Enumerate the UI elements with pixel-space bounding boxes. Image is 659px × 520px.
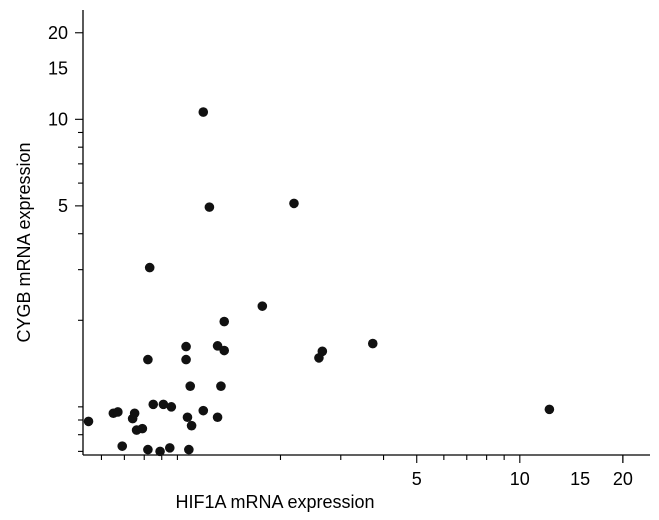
scatter-point	[117, 441, 128, 451]
y-tick-label: 15	[48, 59, 68, 79]
x-ticks	[100, 455, 624, 463]
scatter-point	[367, 338, 378, 349]
scatter-point	[164, 443, 175, 453]
scatter-point	[219, 316, 230, 327]
scatter-point	[182, 412, 193, 423]
scatter-point	[143, 354, 153, 365]
scatter-point	[216, 381, 226, 391]
axes	[82, 10, 650, 456]
y-tick-labels: 20 15 10 5	[48, 23, 68, 216]
scatter-point	[289, 198, 299, 209]
x-tick-labels: 5 10 15 20	[412, 469, 633, 489]
scatter-point	[317, 346, 328, 357]
scatter-point	[204, 202, 215, 212]
scatter-point	[181, 354, 191, 365]
scatter-point	[184, 444, 194, 455]
scatter-point	[185, 381, 196, 391]
y-tick-label: 5	[58, 196, 68, 216]
data-points	[83, 107, 555, 457]
scatter-point	[257, 301, 268, 311]
scatter-point	[83, 416, 94, 427]
scatter-point	[212, 412, 223, 423]
scatter-point	[143, 444, 153, 455]
x-tick-label: 15	[570, 469, 590, 489]
x-tick-label: 5	[412, 469, 422, 489]
x-axis-title: HIF1A mRNA expression	[175, 492, 374, 512]
scatter-point	[544, 404, 555, 415]
scatter-point	[219, 345, 230, 356]
scatter-point	[198, 107, 209, 117]
scatter-point	[186, 420, 197, 431]
scatter-point	[148, 399, 159, 410]
scatter-point	[144, 262, 155, 273]
scatter-point	[129, 408, 140, 419]
scatter-point	[113, 407, 123, 417]
scatter-point	[158, 399, 169, 410]
scatter-point	[166, 402, 177, 412]
scatter-point	[181, 341, 191, 352]
y-tick-label: 20	[48, 23, 68, 43]
scatter-point	[155, 446, 165, 457]
x-tick-label: 10	[510, 469, 530, 489]
x-tick-label: 20	[613, 469, 633, 489]
scatter-point	[198, 405, 209, 416]
scatter-point	[212, 341, 223, 351]
y-axis-title: CYGB mRNA expression	[14, 142, 34, 342]
scatter-point	[137, 423, 148, 434]
y-tick-label: 10	[48, 109, 68, 129]
y-ticks	[75, 32, 83, 452]
